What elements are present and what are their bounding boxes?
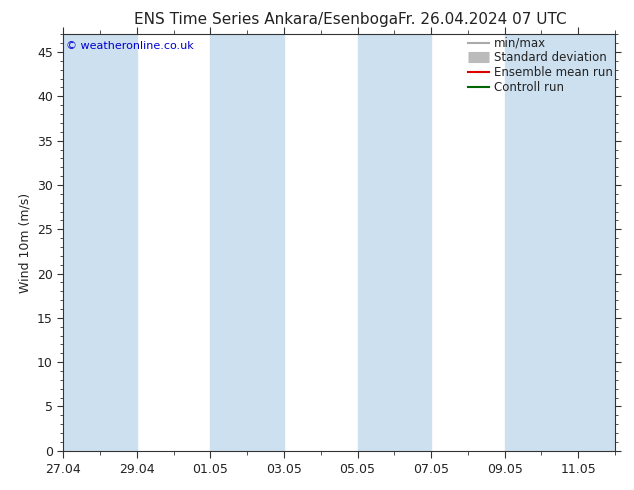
Bar <box>210 34 284 451</box>
Text: ENS Time Series Ankara/Esenboga: ENS Time Series Ankara/Esenboga <box>134 12 398 27</box>
Y-axis label: Wind 10m (m/s): Wind 10m (m/s) <box>18 193 32 293</box>
Bar <box>63 34 137 451</box>
Text: Fr. 26.04.2024 07 UTC: Fr. 26.04.2024 07 UTC <box>398 12 566 27</box>
Legend: min/max, Standard deviation, Ensemble mean run, Controll run: min/max, Standard deviation, Ensemble me… <box>468 37 612 94</box>
Bar <box>505 34 615 451</box>
Text: © weatheronline.co.uk: © weatheronline.co.uk <box>66 41 194 50</box>
Bar <box>358 34 431 451</box>
